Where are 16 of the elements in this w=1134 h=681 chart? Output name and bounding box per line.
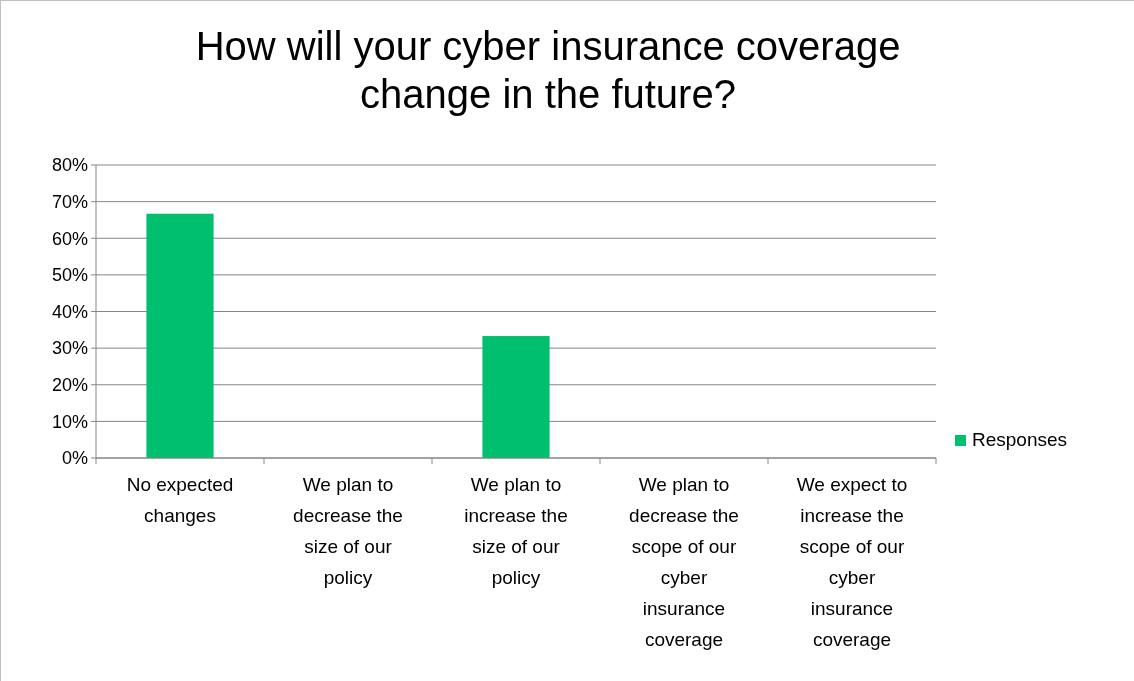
x-tick-label: We plan to decrease the scope of our cyber insurance coverage: [629, 474, 739, 650]
y-tick-label: 50%: [51, 265, 88, 286]
y-tick-label: 60%: [51, 228, 88, 249]
y-tick-label: 30%: [51, 338, 88, 359]
x-tick-label: We expect to increase the scope of our cyber insurance coverage: [796, 474, 908, 650]
y-tick-label: 20%: [51, 375, 88, 396]
chart-title: How will your cyber insurance coverage change in the future?: [195, 24, 901, 116]
x-tick-label: We plan to increase the size of our policy: [464, 474, 568, 588]
y-tick-label: 10%: [51, 411, 88, 432]
x-tick-label: We plan to decrease the size of our policy: [293, 474, 403, 588]
y-tick-label: 70%: [51, 191, 88, 212]
y-tick-label: 40%: [51, 301, 88, 322]
y-tick-label: 80%: [51, 155, 88, 176]
x-tick-label: No expected changes: [126, 474, 234, 526]
legend-label: Responses: [972, 429, 1068, 450]
y-tick-label: 0%: [61, 448, 88, 469]
